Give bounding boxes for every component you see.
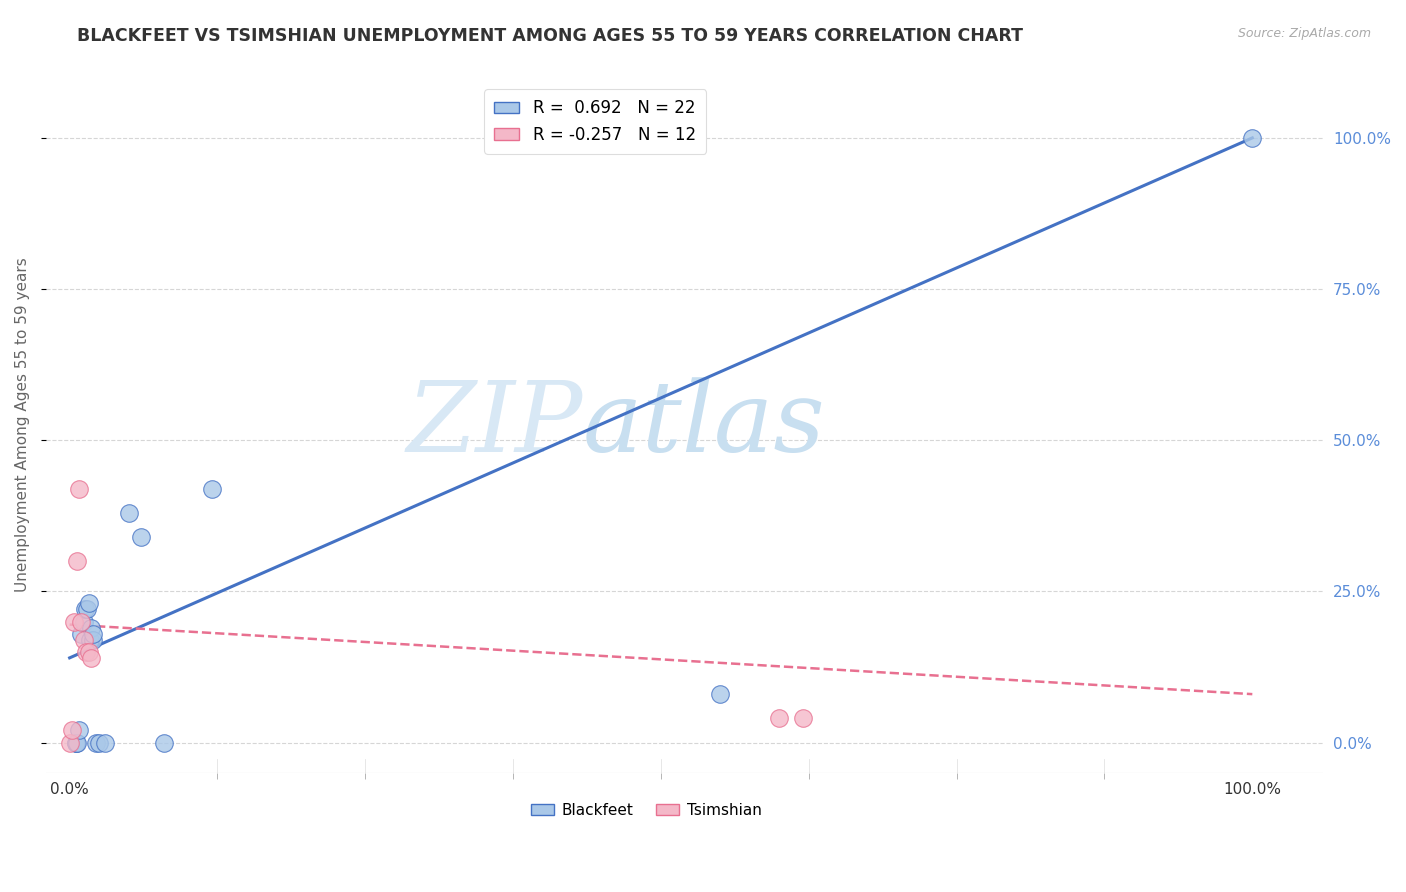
Point — [65, 735, 87, 749]
Text: atlas: atlas — [582, 377, 825, 473]
Point — [66, 554, 89, 568]
Y-axis label: Unemployment Among Ages 55 to 59 years: Unemployment Among Ages 55 to 59 years — [15, 258, 30, 592]
Point — [768, 711, 790, 725]
Point — [118, 506, 141, 520]
Point — [129, 530, 152, 544]
Point — [1241, 131, 1264, 145]
Point — [76, 602, 98, 616]
Point — [153, 735, 176, 749]
Point — [73, 602, 96, 616]
Point — [82, 626, 104, 640]
Point — [80, 621, 103, 635]
Point — [792, 711, 814, 725]
Point — [63, 615, 86, 629]
Point — [70, 626, 93, 640]
Point — [77, 597, 100, 611]
Point — [89, 735, 111, 749]
Point — [80, 651, 103, 665]
Point — [67, 482, 90, 496]
Point — [94, 735, 117, 749]
Point — [70, 615, 93, 629]
Point — [79, 632, 101, 647]
Point — [75, 645, 97, 659]
Point — [82, 632, 104, 647]
Point — [67, 723, 90, 738]
Text: ZIP: ZIP — [406, 377, 582, 473]
Point — [73, 632, 96, 647]
Text: BLACKFEET VS TSIMSHIAN UNEMPLOYMENT AMONG AGES 55 TO 59 YEARS CORRELATION CHART: BLACKFEET VS TSIMSHIAN UNEMPLOYMENT AMON… — [77, 27, 1024, 45]
Point — [59, 735, 82, 749]
Point — [60, 723, 83, 738]
Point — [65, 735, 87, 749]
Point — [709, 687, 731, 701]
Point — [200, 482, 222, 496]
Point — [84, 735, 107, 749]
Point — [77, 645, 100, 659]
Text: Source: ZipAtlas.com: Source: ZipAtlas.com — [1237, 27, 1371, 40]
Point — [66, 735, 89, 749]
Point — [73, 615, 96, 629]
Legend: Blackfeet, Tsimshian: Blackfeet, Tsimshian — [524, 797, 768, 824]
